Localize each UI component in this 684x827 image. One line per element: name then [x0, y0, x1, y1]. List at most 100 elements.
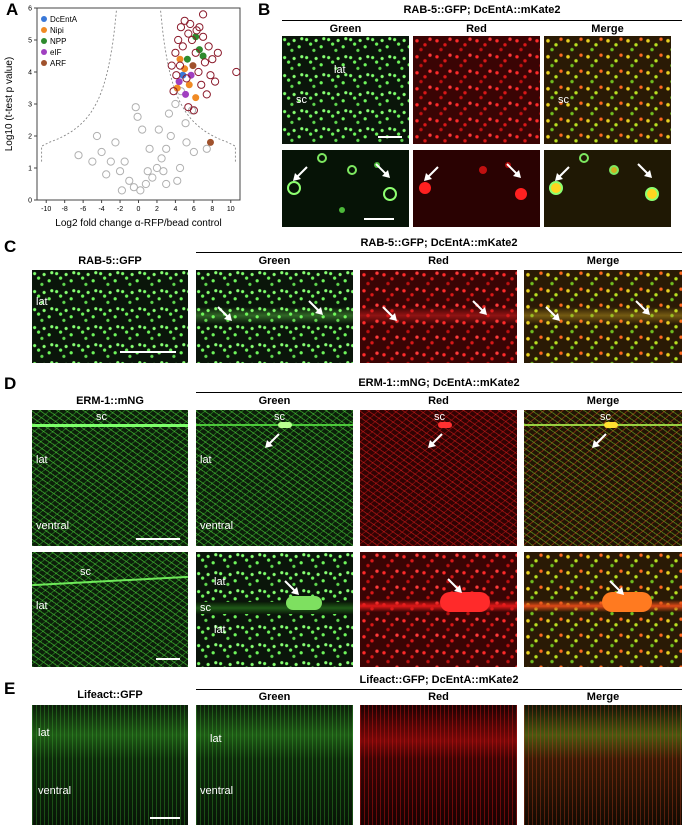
panel-e-lat-label: lat: [210, 733, 222, 745]
panel-d-rule: [196, 392, 682, 393]
data-point-background: [141, 179, 150, 189]
data-point-enriched: [210, 77, 220, 86]
arrow-icon: [375, 163, 390, 178]
arrow-icon: [217, 306, 232, 321]
panel-d-col-green: Green: [258, 395, 291, 407]
panel-b-green-zoom: [282, 150, 409, 227]
panel-b-col-red: Red: [466, 23, 487, 35]
data-point-background: [117, 186, 126, 195]
seam-cell-line: [196, 424, 353, 426]
scale-bar: [120, 351, 176, 353]
data-point-background: [171, 99, 180, 109]
data-point-background: [74, 151, 83, 160]
data-point-background: [97, 147, 106, 157]
data-point-nipi: [192, 94, 200, 102]
panel-b-lat-label: lat: [334, 64, 346, 76]
data-point-enriched: [208, 55, 217, 64]
arrow-icon: [424, 166, 439, 181]
data-point-background: [175, 163, 185, 173]
panel-d-merge-image-1: sc: [524, 410, 682, 546]
x-tick-label: 6: [192, 206, 196, 213]
data-point-enriched: [197, 80, 206, 89]
x-tick-label: -10: [41, 206, 51, 213]
panel-b-label: B: [258, 0, 271, 19]
data-point-enriched: [174, 35, 183, 45]
panel-d-sc-label: sc: [434, 411, 445, 423]
plot-frame: [36, 7, 241, 201]
scale-bar: [156, 658, 180, 660]
x-tick-label: 8: [210, 206, 214, 213]
panel-d-lat-label: lat: [36, 600, 48, 612]
legend-label: DcEntA: [50, 15, 78, 24]
data-point-background: [133, 112, 142, 121]
data-point-enriched: [232, 67, 241, 77]
x-tick-label: 4: [173, 206, 177, 213]
data-point-background: [157, 154, 166, 163]
panel-d-sc-label: sc: [80, 566, 91, 578]
panel-b-merge-sc-label: sc: [558, 94, 569, 106]
data-point-npp: [199, 52, 207, 60]
panel-d-col-red: Red: [428, 395, 449, 407]
seam-cell-line: [32, 424, 188, 427]
panel-b-merge-image: sc: [544, 36, 671, 144]
panel-b-green-image: lat sc: [282, 36, 409, 144]
panel-c-green-image: [196, 270, 353, 363]
panel-e-left-title: Lifeact::GFP: [77, 689, 143, 701]
panel-c-rule: [196, 252, 682, 253]
panel-e-rule: [196, 689, 682, 690]
legend-marker: [41, 27, 47, 33]
data-point-enriched: [175, 61, 185, 70]
data-point-background: [111, 138, 120, 147]
data-point-background: [162, 144, 171, 153]
panel-b-rule: [282, 20, 682, 21]
panel-d-erm1-image-1: sc lat ventral: [32, 410, 188, 546]
arrow-icon: [555, 166, 570, 181]
data-point-background: [173, 176, 182, 185]
panel-d-lat-label: lat: [200, 454, 212, 466]
data-point-background: [138, 125, 147, 134]
panel-d-red-image-1: sc: [360, 410, 517, 546]
arrow-icon: [293, 166, 308, 181]
panel-e-col-green: Green: [258, 691, 291, 703]
x-tick-label: -2: [117, 206, 123, 213]
y-tick-label: 2: [28, 134, 32, 141]
arrow-icon: [637, 163, 652, 178]
arrow-icon: [447, 578, 462, 593]
y-tick-label: 4: [28, 70, 32, 77]
data-point-enriched: [202, 90, 211, 99]
panel-d-lat-label: lat: [214, 624, 226, 636]
data-point-background: [166, 131, 175, 141]
data-point-eif: [175, 78, 183, 86]
arrow-icon: [635, 300, 650, 315]
panel-e-lifeact-image: lat ventral: [32, 705, 188, 825]
data-point-background: [125, 176, 134, 185]
panel-c-col-merge: Merge: [586, 255, 620, 267]
panel-d-merge-image-2: [524, 552, 682, 667]
bright-spot: [438, 422, 452, 428]
legend-label: Nipi: [50, 26, 64, 35]
data-point-enriched: [184, 103, 193, 112]
scale-bar: [364, 218, 394, 220]
panel-d-green-image-1: sc lat ventral: [196, 410, 353, 546]
data-point-enriched: [178, 42, 187, 51]
arrow-icon: [284, 580, 299, 595]
panel-d-green-image-2: lat sc lat: [196, 552, 353, 667]
panel-d-sc-label: sc: [96, 411, 107, 423]
x-tick-label: 10: [227, 206, 235, 213]
panel-d-lat-label: lat: [36, 454, 48, 466]
legend-marker: [41, 16, 47, 22]
y-axis-label: Log10 (t-test p value): [4, 57, 15, 152]
data-point-arf: [206, 138, 214, 146]
panel-e-ventral-label: ventral: [38, 785, 72, 797]
data-point-background: [181, 119, 190, 128]
data-point-background: [88, 157, 97, 166]
data-point-background: [162, 179, 171, 189]
data-point-enriched: [171, 48, 180, 57]
seam-cell-line: [32, 575, 188, 587]
data-point-background: [202, 144, 211, 153]
data-point-enriched: [204, 42, 213, 51]
data-point-background: [159, 167, 168, 176]
arrow-icon: [609, 580, 624, 595]
data-point-background: [106, 157, 115, 166]
x-tick-label: 0: [137, 206, 141, 213]
